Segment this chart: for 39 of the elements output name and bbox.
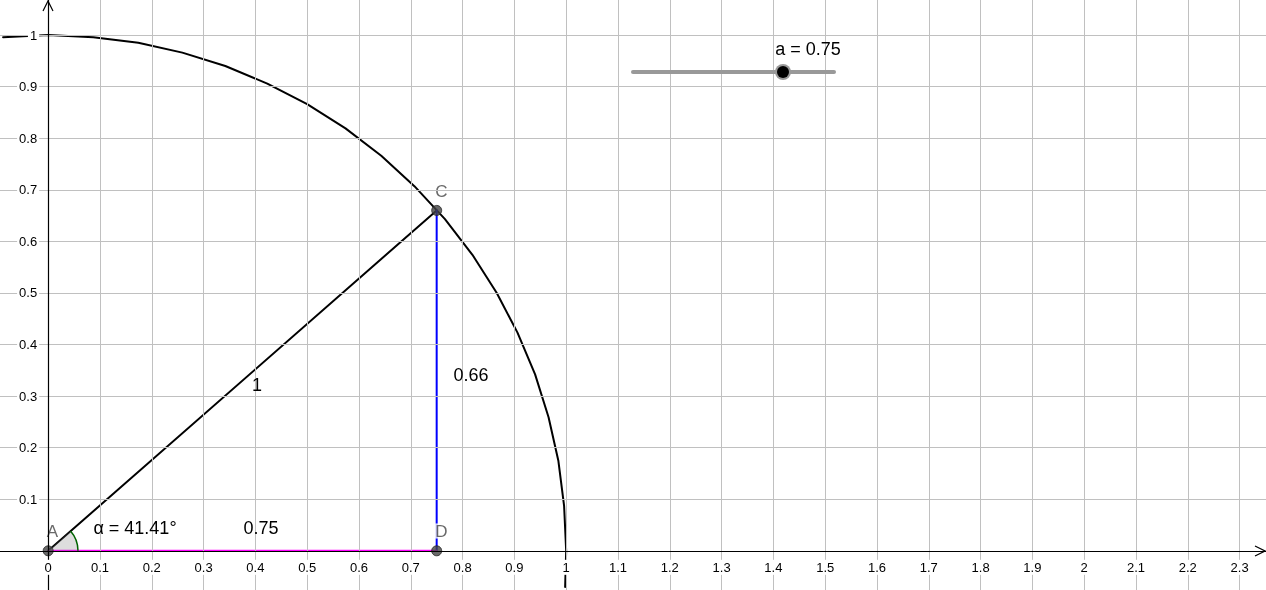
x-tick-label: 1 [562,559,570,575]
x-tick-label: 0.6 [349,559,369,575]
x-tick-label: 2.1 [1126,559,1146,575]
x-tick-label: 0.2 [142,559,161,575]
x-tick-label: 0.3 [194,559,213,575]
x-tick-label: 2 [1080,559,1088,575]
y-tick-label: 0.1 [19,491,38,507]
y-tick-label: 0.9 [19,79,38,95]
x-tick-label: 1.5 [816,559,835,575]
annotation: 1 [251,374,263,396]
annotation: α = 41.41° [93,517,177,539]
x-tick-label: 0.1 [90,559,110,575]
x-tick-label: 0.8 [453,559,472,575]
x-tick-label: 0.4 [246,559,265,575]
x-tick-label: 1.2 [660,559,679,575]
x-tick-label: 1.7 [919,559,938,575]
x-tick-label: 1.9 [1023,559,1042,575]
y-tick-label: 0.7 [19,182,38,198]
x-tick-label: 2.2 [1178,559,1197,575]
y-tick-label: 0.2 [19,440,38,456]
x-tick-label: 1.8 [971,559,990,575]
y-tick-label: 0.4 [19,337,38,353]
annotation: 0.75 [243,517,279,539]
x-tick-label: 0.9 [505,559,524,575]
x-tick-label: 0.7 [401,559,420,575]
x-tick-label: 2.3 [1230,559,1249,575]
y-tick-label: 1 [29,27,38,43]
x-tick-label: 1.3 [712,559,731,575]
annotation: a = 0.75 [775,38,841,60]
x-tick-label: 0.5 [298,559,317,575]
y-tick-label: 0.6 [19,233,38,249]
y-tick-label: 0.8 [19,130,38,146]
y-tick-label: 0.3 [19,388,38,404]
x-tick-label: 0 [44,559,52,575]
y-tick-label: 0.5 [19,285,38,301]
x-tick-label: 1.1 [608,559,628,575]
annotation: 0.66 [453,364,489,386]
x-tick-label: 1.4 [764,559,783,575]
x-tick-label: 1.6 [867,559,887,575]
